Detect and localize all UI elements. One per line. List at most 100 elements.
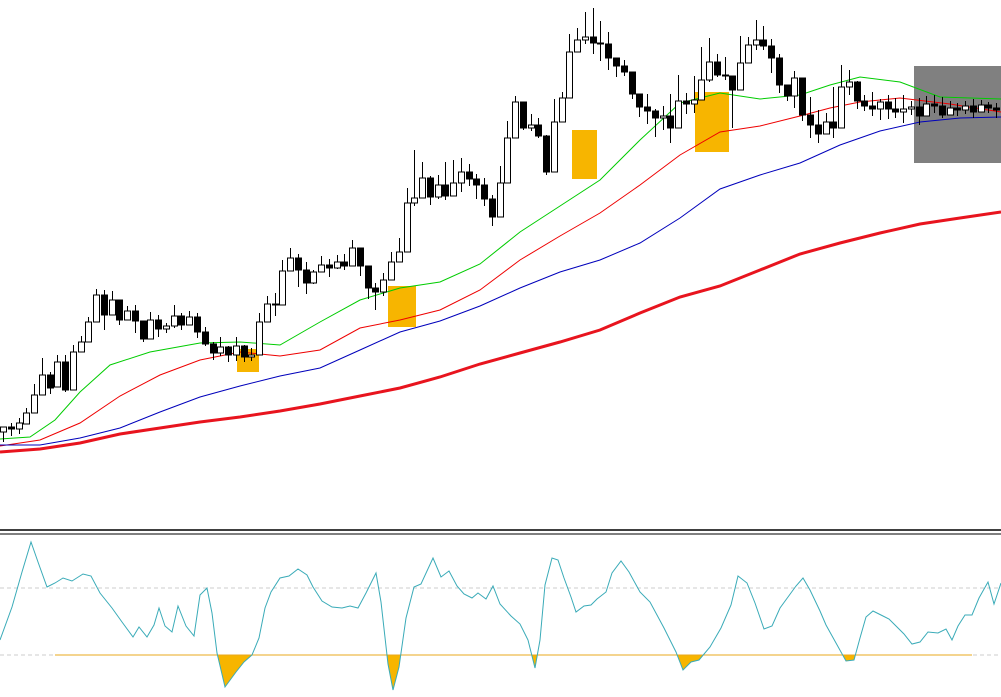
candle [745,37,752,64]
candle-body [47,374,54,389]
candle-body [675,100,682,129]
candle-body [396,251,403,263]
candle-body [54,361,61,388]
candle [334,255,341,269]
candle-body [931,103,938,107]
candle-body [939,105,946,116]
candle-body [372,287,379,293]
candle-body [178,315,185,326]
oversold-fill [531,655,538,668]
candle-body [295,257,302,271]
oversold-fill [387,655,401,690]
candle [854,81,861,109]
candle [365,265,372,299]
oversold-fill [842,655,856,661]
candle [8,423,15,436]
candle-body [349,247,356,267]
candle-body [473,178,480,186]
candle-body [722,74,729,77]
candle [31,384,38,414]
candle-body [900,108,907,113]
candle [683,93,690,114]
candle [830,87,837,138]
candle-body [652,110,659,119]
candle [357,247,364,276]
oscillator-panel [0,540,1001,691]
moving-average-line-4 [0,210,1001,454]
candle [838,65,845,129]
candle-body [512,101,519,139]
candle [791,71,798,108]
candle-body [248,354,255,358]
candle-body [892,108,899,113]
candle [566,34,573,99]
candle [194,313,201,338]
moving-average-line-1 [0,76,1001,440]
candle [590,8,597,54]
candle-body [326,264,333,269]
candle [404,188,411,253]
candle [962,101,969,114]
candle-body [404,202,411,253]
candle [985,102,992,113]
candle-body [908,106,915,110]
candle [652,109,659,137]
candle [419,162,426,199]
candle [0,426,7,442]
candle-body [481,184,488,200]
candle [636,93,643,117]
candle [202,327,209,346]
signal-highlight-box [695,92,729,152]
candle-body [760,39,767,47]
candle [372,283,379,310]
candle-body [861,100,868,107]
candle-body [318,264,325,273]
candle [784,84,791,101]
candle-body [93,294,100,323]
candle-body [854,81,861,102]
candle [644,94,651,124]
candle [349,240,356,267]
candle-body [574,39,581,53]
candle-body [489,198,496,218]
candle [272,293,279,316]
candle-body [202,331,209,345]
candle-body [629,71,636,95]
candle-body [279,270,286,306]
candle [605,32,612,70]
candle-body [380,279,387,293]
candle [861,95,868,111]
candle-body [497,182,504,218]
candle-body [272,303,279,306]
candle-body [8,426,15,430]
candle [691,76,698,113]
candle [326,259,333,277]
candle [101,290,108,330]
candle-body [70,351,77,391]
candle [140,320,147,342]
candle [753,20,760,50]
candle-body [559,97,566,123]
candle-body [109,299,116,316]
candle [993,103,1000,118]
candle [660,106,667,130]
candle [714,54,721,77]
candle-body [582,36,589,41]
candle [729,75,736,128]
candle [210,342,217,360]
candle [954,103,961,116]
candle [217,337,224,356]
candle-body [543,135,550,173]
candle-body [233,345,240,356]
candle [163,323,170,333]
candle [481,178,488,206]
candle [427,176,434,205]
candle [466,164,473,186]
candle-body [784,84,791,97]
candle-body [660,115,667,119]
candle [939,97,946,118]
candle-body [466,171,473,180]
candle [892,98,899,118]
candle [473,174,480,199]
candle [109,291,116,316]
